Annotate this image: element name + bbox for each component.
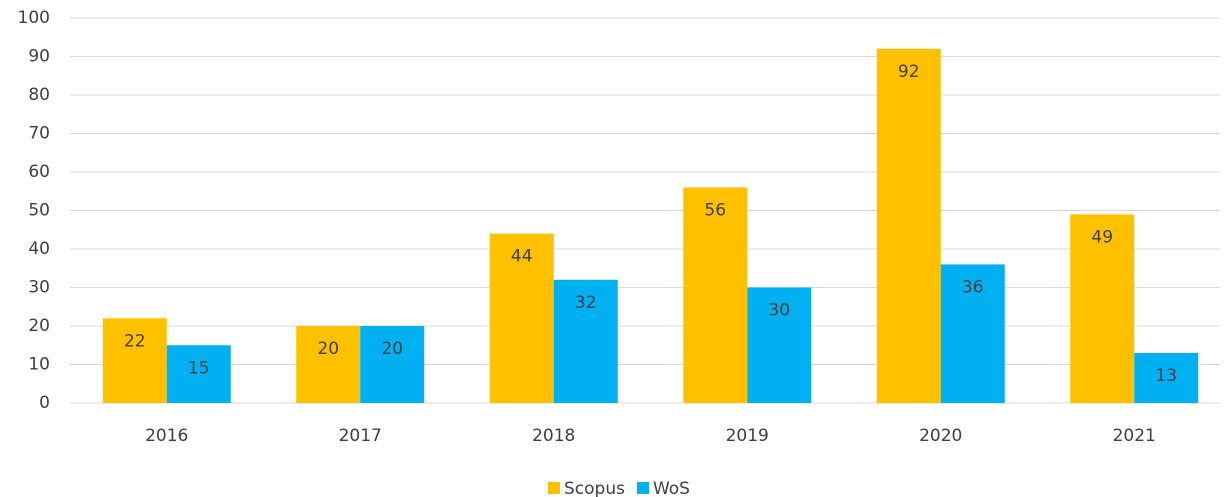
x-tick-label: 2018: [532, 426, 575, 446]
bar: [102, 318, 167, 403]
bar: [940, 264, 1005, 403]
legend-label: Scopus: [564, 479, 625, 497]
data-label: 13: [1155, 366, 1177, 386]
data-label: 56: [704, 200, 726, 220]
data-label: 20: [317, 339, 339, 359]
bar: [360, 326, 425, 403]
data-label: 30: [768, 301, 790, 321]
y-tick-label: 80: [28, 85, 50, 105]
x-tick-label: 2016: [145, 426, 188, 446]
y-tick-label: 60: [28, 162, 50, 182]
data-label: 44: [511, 247, 533, 267]
data-label: 36: [962, 277, 984, 297]
x-tick-label: 2019: [726, 426, 769, 446]
x-tick-label: 2021: [1113, 426, 1156, 446]
y-tick-label: 10: [28, 355, 50, 375]
y-tick-label: 20: [28, 316, 50, 336]
data-label: 20: [381, 339, 403, 359]
y-tick-label: 30: [28, 278, 50, 298]
data-label: 15: [188, 358, 210, 378]
data-label: 22: [124, 331, 146, 351]
legend-swatch: [636, 482, 649, 494]
bar: [747, 287, 812, 403]
y-tick-label: 90: [28, 47, 50, 67]
y-tick-label: 70: [28, 124, 50, 144]
data-label: 92: [898, 62, 920, 82]
data-label: 49: [1091, 227, 1113, 247]
y-tick-label: 50: [28, 201, 50, 221]
bar: [489, 233, 554, 403]
bar: [1070, 214, 1135, 403]
x-tick-label: 2017: [339, 426, 382, 446]
bar: [876, 48, 941, 404]
legend-swatch: [548, 482, 560, 494]
y-tick-label: 40: [28, 239, 50, 259]
bar: [166, 345, 231, 403]
bar: [553, 279, 618, 403]
data-label: 32: [575, 293, 597, 313]
legend-label: WoS: [653, 479, 690, 497]
bar: [683, 187, 748, 403]
bar: [1134, 352, 1199, 403]
x-tick-label: 2020: [919, 426, 962, 446]
y-tick-label: 0: [39, 393, 50, 413]
y-tick-label: 100: [18, 8, 50, 28]
bar: [296, 326, 361, 403]
